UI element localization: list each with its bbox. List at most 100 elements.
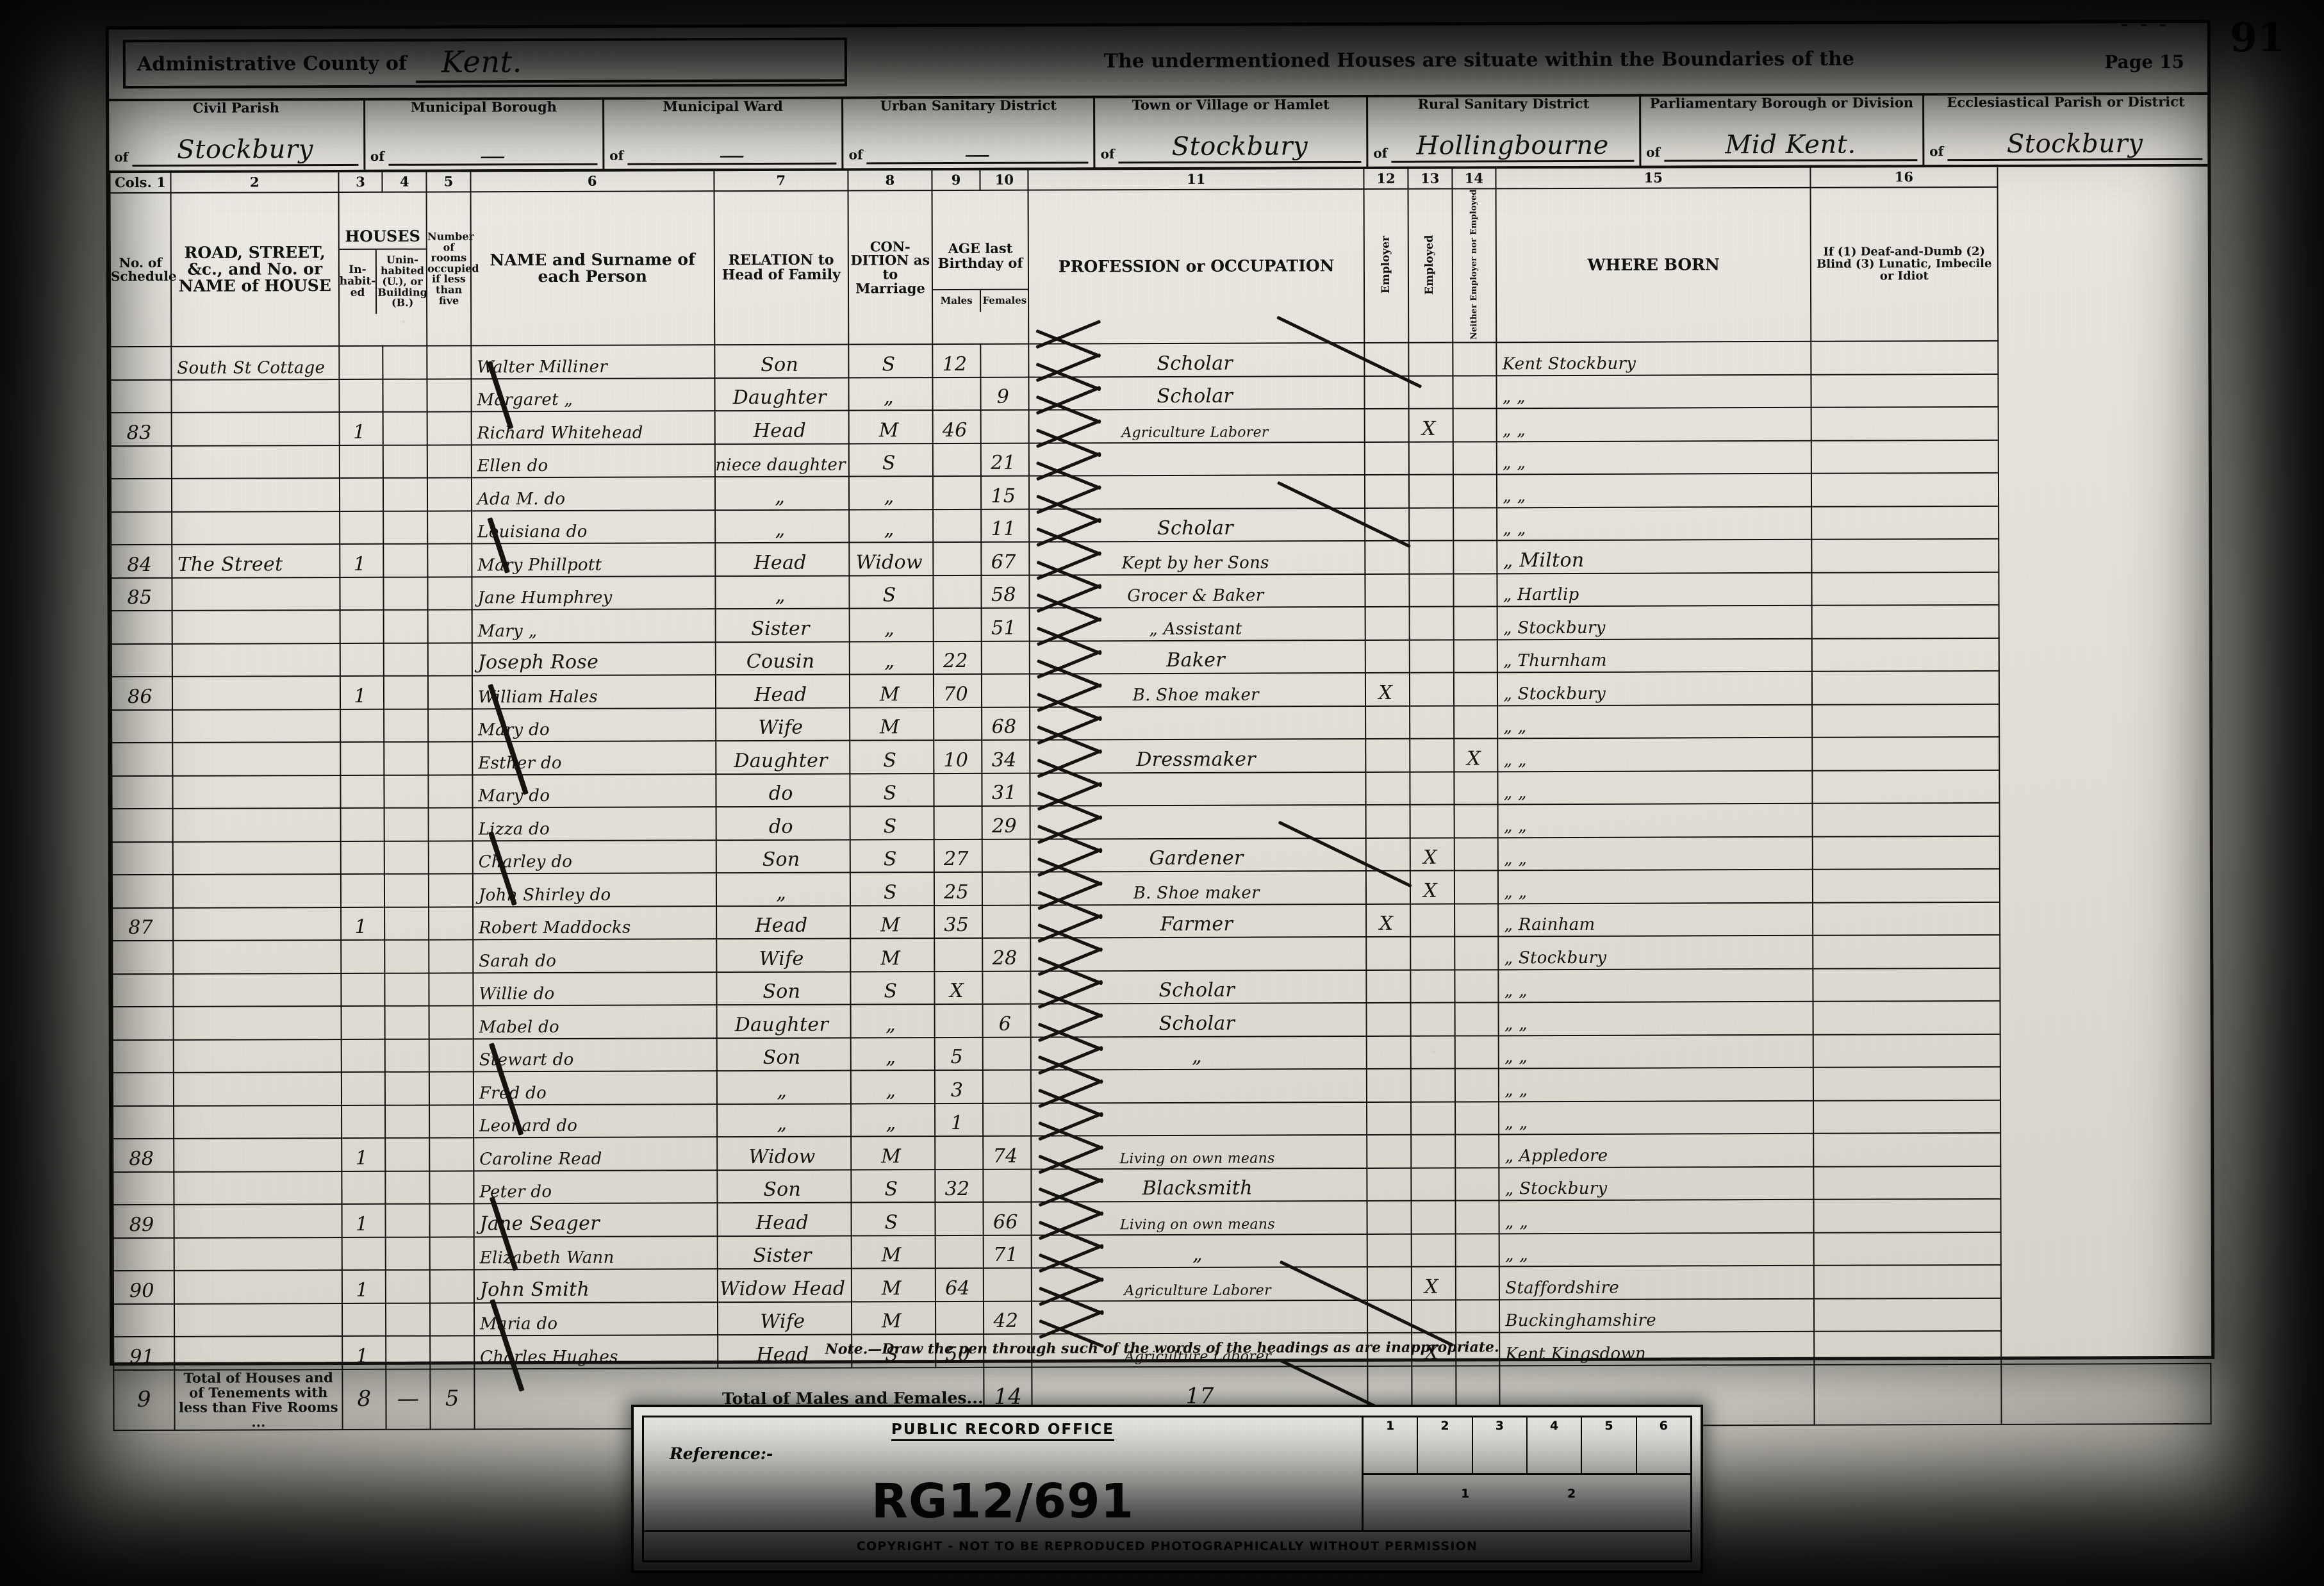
cell-age-female-text: 29: [992, 814, 1017, 838]
cell-neither-text: [1453, 407, 1496, 408]
cell-road-text: South St Cottage: [177, 358, 326, 378]
cell-name: Leonard do: [473, 1104, 717, 1138]
cell-age-female-text: 68: [991, 716, 1017, 739]
cell-road: [172, 874, 341, 908]
cell-schedule: 87: [112, 907, 174, 941]
cell-name: Mabel do: [473, 1005, 717, 1039]
cell-neither-text: [1454, 605, 1497, 606]
cell-relation-text: „: [776, 881, 787, 904]
cell-relation: Son: [716, 971, 851, 1005]
cell-inhabited-text: [341, 674, 384, 675]
total-rooms: 5: [430, 1369, 475, 1430]
district-label: Parliamentary Borough or Division: [1649, 94, 1914, 112]
cell-relation: Widow Head: [717, 1268, 852, 1303]
cell-employed-text: [1412, 1199, 1455, 1200]
cell-age-female: [982, 839, 1031, 873]
cell-relation: Wife: [716, 938, 851, 973]
cell-age-male: 22: [933, 641, 982, 675]
cell-name-text: Walter Milliner: [477, 357, 608, 377]
administrative-county-value: Kent.: [415, 42, 845, 83]
cell-inhabited: [339, 379, 384, 413]
cell-name: Joseph Rose: [472, 642, 716, 676]
cell-employer-text: [1366, 605, 1409, 606]
cell-where-born: „ „: [1498, 1002, 1813, 1036]
cell-where-born-text: „ Milton: [1503, 549, 1585, 572]
header-if-column: If (1) Deaf-and-Dumb (2) Blind (3) Lunat…: [1810, 186, 1998, 342]
cell-if: [1813, 1100, 2000, 1134]
cell-relation: Head: [715, 674, 850, 709]
cell-age-female-text: 51: [991, 616, 1016, 640]
cell-employer: [1366, 970, 1411, 1004]
cell-profession-text: Farmer: [1160, 913, 1233, 936]
cell-uninhabited: [384, 741, 429, 775]
cell-condition: „: [848, 476, 934, 510]
cell-where-born-text: „ Stockbury: [1503, 684, 1606, 704]
cell-employed: [1409, 672, 1454, 706]
cell-age-male: 35: [934, 905, 983, 939]
header-where-born: WHERE BORN: [1496, 187, 1811, 343]
cell-schedule: [112, 1007, 174, 1040]
cell-inhabited-text: [342, 971, 384, 973]
cell-where-born-text: „ Stockbury: [1504, 1179, 1608, 1199]
cell-age-female-text: [982, 672, 1029, 673]
cell-rooms: [429, 1171, 474, 1204]
cell-schedule: 84: [111, 545, 172, 578]
cell-employer: [1366, 871, 1410, 904]
cell-employed: [1408, 442, 1453, 475]
cell-schedule: [112, 1073, 174, 1106]
cell-condition: „: [850, 1070, 935, 1104]
cell-schedule: [111, 643, 172, 677]
cell-relation: Sister: [717, 1235, 852, 1269]
cell-where-born: „ „: [1497, 506, 1812, 541]
cell-if: [1811, 539, 1998, 573]
cell-rooms: [429, 1269, 474, 1303]
cell-inhabited-text: [342, 1070, 385, 1071]
cell-relation: Sister: [715, 608, 850, 643]
cell-uninhabited: [385, 1071, 430, 1105]
cell-where-born-text: „ Appledore: [1504, 1146, 1608, 1166]
cell-age-male-text: 32: [944, 1178, 970, 1201]
cell-age-female: 51: [981, 607, 1030, 641]
cell-employer-text: [1367, 869, 1410, 870]
cell-employer: [1365, 574, 1410, 607]
district-label: Rural Sanitary District: [1417, 95, 1590, 112]
cell-uninhabited-text: [384, 641, 427, 642]
cell-neither-text: [1453, 473, 1496, 474]
cell-neither: [1455, 1002, 1499, 1036]
cell-where-born: „ Stockbury: [1497, 672, 1813, 706]
cell-relation-text: Widow: [748, 1145, 816, 1168]
of-label: of: [1929, 144, 1944, 160]
cell-neither: [1453, 640, 1498, 673]
cell-age-female: 71: [983, 1235, 1032, 1269]
cell-neither-text: [1455, 803, 1497, 804]
cell-where-born: „ „: [1498, 870, 1813, 904]
cell-road: [173, 1105, 342, 1139]
cell-profession-text: „: [1192, 1045, 1203, 1068]
cell-relation: do: [716, 806, 850, 841]
cell-age-male: 32: [935, 1169, 984, 1203]
total-inhabited: 8: [342, 1369, 387, 1430]
header-relation: RELATION to Head of Family: [714, 190, 849, 345]
cell-neither-text: [1455, 869, 1497, 870]
cell-where-born-text: „ Stockbury: [1503, 618, 1606, 638]
cell-employed-text: [1410, 671, 1453, 672]
cell-road: [174, 1204, 342, 1238]
cell-condition: S: [849, 575, 934, 609]
scale-number: 6: [1659, 1419, 1668, 1433]
cell-neither-text: [1456, 1298, 1499, 1299]
cell-employed: [1410, 970, 1455, 1004]
cell-where-born-text: Buckinghamshire: [1505, 1310, 1656, 1331]
cell-rooms-text: [429, 674, 472, 675]
cell-age-male-text: [934, 574, 980, 575]
cell-where-born: „ „: [1497, 704, 1813, 739]
cell-age-female: [982, 971, 1031, 1005]
cell-employed: [1410, 1036, 1455, 1070]
cell-profession-text: Agriculture Laborer: [1121, 424, 1269, 442]
cell-uninhabited-text: [385, 806, 428, 807]
cell-if: [1812, 704, 1999, 738]
cell-name: Elizabeth Wann: [474, 1236, 718, 1270]
cell-road: [173, 1006, 342, 1040]
cell-name-text: Margaret „: [477, 390, 573, 410]
cell-if: [1813, 1166, 2001, 1200]
cell-where-born-text: „ „: [1503, 519, 1526, 539]
